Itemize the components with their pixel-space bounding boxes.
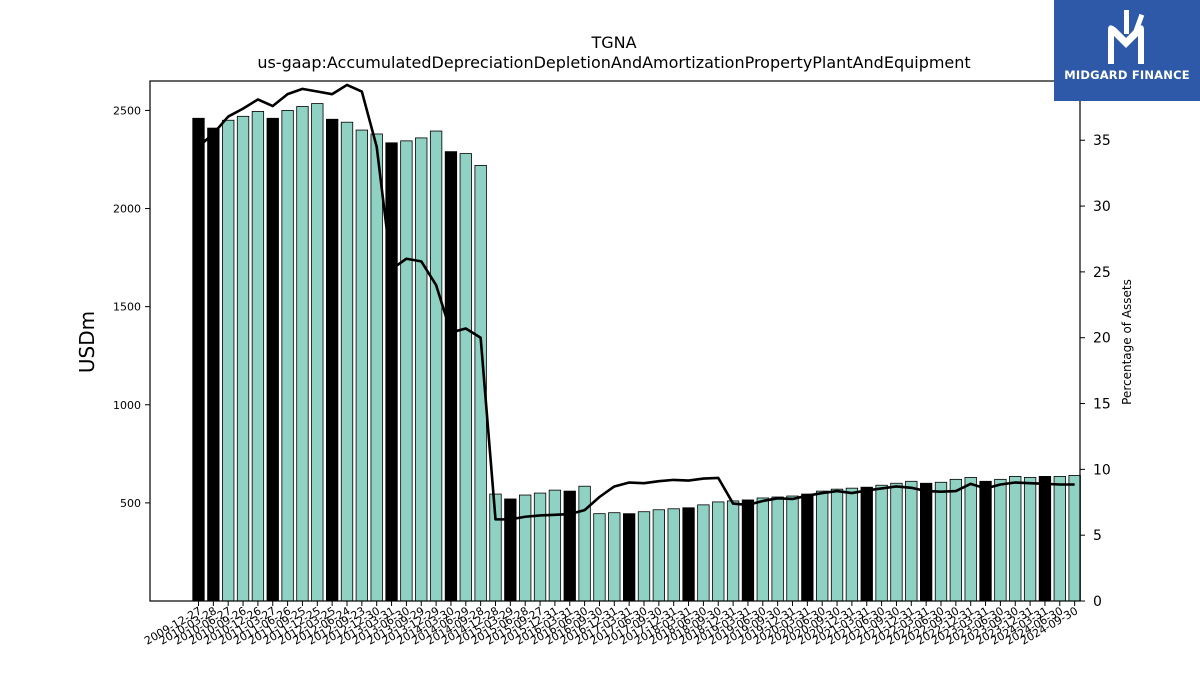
bar xyxy=(949,478,962,602)
bar xyxy=(741,499,755,602)
bar xyxy=(623,513,636,602)
bar xyxy=(682,507,695,602)
bar xyxy=(786,495,799,602)
bar xyxy=(652,509,665,602)
series-line xyxy=(197,83,1075,521)
bar xyxy=(1068,475,1081,602)
bar xyxy=(222,119,235,602)
bar xyxy=(771,496,784,602)
logo-mark-icon xyxy=(1108,10,1145,64)
bar xyxy=(533,492,547,602)
bar xyxy=(415,137,428,602)
bar-group xyxy=(192,103,1081,602)
y-tick-label: 2000 xyxy=(113,203,141,216)
y-axis-label: USDm xyxy=(75,311,99,373)
bar xyxy=(860,486,873,602)
bar xyxy=(340,121,354,602)
bar xyxy=(1009,475,1022,602)
bar xyxy=(726,500,740,602)
y-tick-label: 2500 xyxy=(113,104,141,117)
bar xyxy=(830,488,844,602)
bar xyxy=(979,480,992,602)
bar xyxy=(504,498,517,602)
bar xyxy=(192,117,205,602)
bar xyxy=(667,508,680,602)
brand-logo: MIDGARD FINANCE xyxy=(1054,0,1200,101)
y2-axis-label: Percentage of Assets xyxy=(1120,279,1134,405)
bar xyxy=(875,484,888,602)
y-tick-label: 1000 xyxy=(113,399,141,412)
bar xyxy=(429,130,443,602)
bar xyxy=(890,482,903,602)
bar xyxy=(1038,475,1052,602)
bar xyxy=(459,153,472,602)
bar xyxy=(964,476,977,602)
bar xyxy=(325,118,339,602)
y2-tick-label: 35 xyxy=(1093,133,1111,149)
y-tick-label: 500 xyxy=(120,497,141,510)
y2-tick-label: 10 xyxy=(1093,462,1111,478)
bar xyxy=(608,512,621,602)
bar xyxy=(370,133,383,602)
bar xyxy=(385,142,398,602)
y-tick-label: 1500 xyxy=(113,301,141,314)
y2-tick-label: 0 xyxy=(1093,594,1102,610)
chart-title: TGNA xyxy=(590,33,636,52)
line-group xyxy=(197,83,1075,521)
bar xyxy=(355,129,369,602)
bar xyxy=(593,513,606,602)
y2-tick-label: 5 xyxy=(1093,528,1102,544)
bar xyxy=(994,478,1007,602)
bar xyxy=(578,485,591,602)
y2-tick-label: 25 xyxy=(1093,265,1111,281)
bar xyxy=(712,501,725,602)
bar xyxy=(1053,475,1066,602)
bar xyxy=(637,511,651,602)
bar xyxy=(444,151,458,602)
bar xyxy=(756,497,769,602)
y2-axis-ticks: 0 5 10 15 20 25 30 35 xyxy=(1080,133,1111,610)
x-axis-ticks: 2009-12-272010-03-282010-06-272010-09-26… xyxy=(142,601,1080,648)
logo-text: MIDGARD FINANCE xyxy=(1064,68,1190,82)
bar xyxy=(816,490,829,602)
bar xyxy=(563,490,576,602)
bar xyxy=(311,103,324,602)
bar xyxy=(697,504,710,602)
bar xyxy=(548,489,562,602)
y2-tick-label: 15 xyxy=(1093,397,1111,413)
bar xyxy=(236,115,250,602)
bar xyxy=(400,140,413,602)
bar xyxy=(519,494,532,602)
bar xyxy=(934,481,948,602)
bar xyxy=(1023,476,1037,602)
bar xyxy=(845,487,859,602)
bar xyxy=(251,111,265,602)
bar xyxy=(281,110,294,602)
bar xyxy=(266,117,279,602)
chart-subtitle: us-gaap:AccumulatedDepreciationDepletion… xyxy=(257,53,970,72)
y-axis-ticks: 500 1000 1500 2000 2500 xyxy=(113,104,150,510)
bar xyxy=(207,127,220,602)
bar xyxy=(920,482,933,602)
bar xyxy=(296,106,309,602)
bar xyxy=(905,480,918,602)
plot-frame xyxy=(149,80,1081,602)
y2-tick-label: 20 xyxy=(1093,331,1111,347)
bar xyxy=(801,493,814,602)
y2-tick-label: 30 xyxy=(1093,199,1111,215)
